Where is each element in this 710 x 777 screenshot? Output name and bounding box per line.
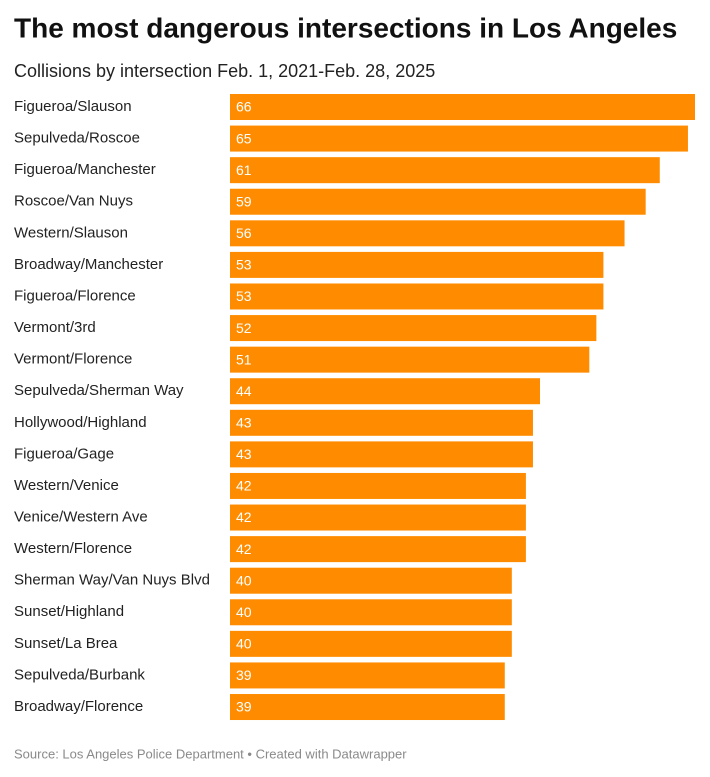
bar [230, 346, 590, 373]
category-label: Sunset/La Brea [14, 635, 118, 652]
value-label: 59 [236, 193, 252, 209]
bar [230, 251, 604, 278]
value-label: 56 [236, 225, 252, 241]
bar [230, 157, 660, 184]
source: Source: Los Angeles Police Department • … [14, 746, 407, 761]
value-label: 43 [236, 446, 252, 462]
value-label: 61 [236, 162, 252, 178]
value-label: 42 [236, 478, 252, 494]
value-label: 40 [236, 636, 252, 652]
category-label: Western/Florence [14, 540, 132, 557]
value-label: 40 [236, 604, 252, 620]
value-label: 42 [236, 509, 252, 525]
bar [230, 409, 533, 436]
bar [230, 315, 597, 342]
bar [230, 188, 646, 215]
category-label: Sepulveda/Roscoe [14, 130, 140, 147]
bar [230, 694, 505, 721]
value-label: 42 [236, 541, 252, 557]
category-label: Western/Slauson [14, 224, 128, 241]
bar [230, 378, 540, 405]
bar [230, 567, 512, 594]
category-label: Western/Venice [14, 477, 119, 494]
category-label: Figueroa/Florence [14, 287, 136, 304]
bar [230, 630, 512, 657]
value-label: 43 [236, 415, 252, 431]
value-label: 52 [236, 320, 252, 336]
category-label: Sherman Way/Van Nuys Blvd [14, 572, 210, 589]
value-label: 65 [236, 130, 252, 146]
bar [230, 94, 695, 120]
bar [230, 220, 625, 247]
value-label: 40 [236, 572, 252, 588]
bar [230, 536, 526, 563]
category-label: Figueroa/Slauson [14, 98, 132, 115]
category-label: Sepulveda/Sherman Way [14, 382, 184, 399]
category-label: Hollywood/Highland [14, 414, 147, 431]
bar [230, 441, 533, 468]
value-label: 53 [236, 257, 252, 273]
category-label: Vermont/3rd [14, 319, 96, 336]
bar [230, 125, 688, 152]
category-label: Sepulveda/Burbank [14, 666, 145, 683]
category-label: Sunset/Highland [14, 603, 124, 620]
category-label: Broadway/Manchester [14, 256, 163, 273]
category-label: Vermont/Florence [14, 351, 132, 368]
category-label: Figueroa/Manchester [14, 161, 156, 178]
chart-subtitle: Collisions by intersection Feb. 1, 2021-… [14, 61, 435, 81]
value-label: 66 [236, 99, 252, 115]
category-label: Broadway/Florence [14, 698, 143, 715]
chart-title: The most dangerous intersections in Los … [14, 12, 677, 43]
category-label: Figueroa/Gage [14, 445, 114, 462]
value-label: 39 [236, 699, 252, 715]
bar [230, 662, 505, 689]
value-label: 44 [236, 383, 252, 399]
bar [230, 504, 526, 531]
bar [230, 472, 526, 499]
bar [230, 599, 512, 626]
value-label: 51 [236, 351, 252, 367]
value-label: 53 [236, 288, 252, 304]
value-label: 39 [236, 667, 252, 683]
bar [230, 283, 604, 310]
category-label: Roscoe/Van Nuys [14, 193, 133, 210]
category-label: Venice/Western Ave [14, 509, 148, 526]
